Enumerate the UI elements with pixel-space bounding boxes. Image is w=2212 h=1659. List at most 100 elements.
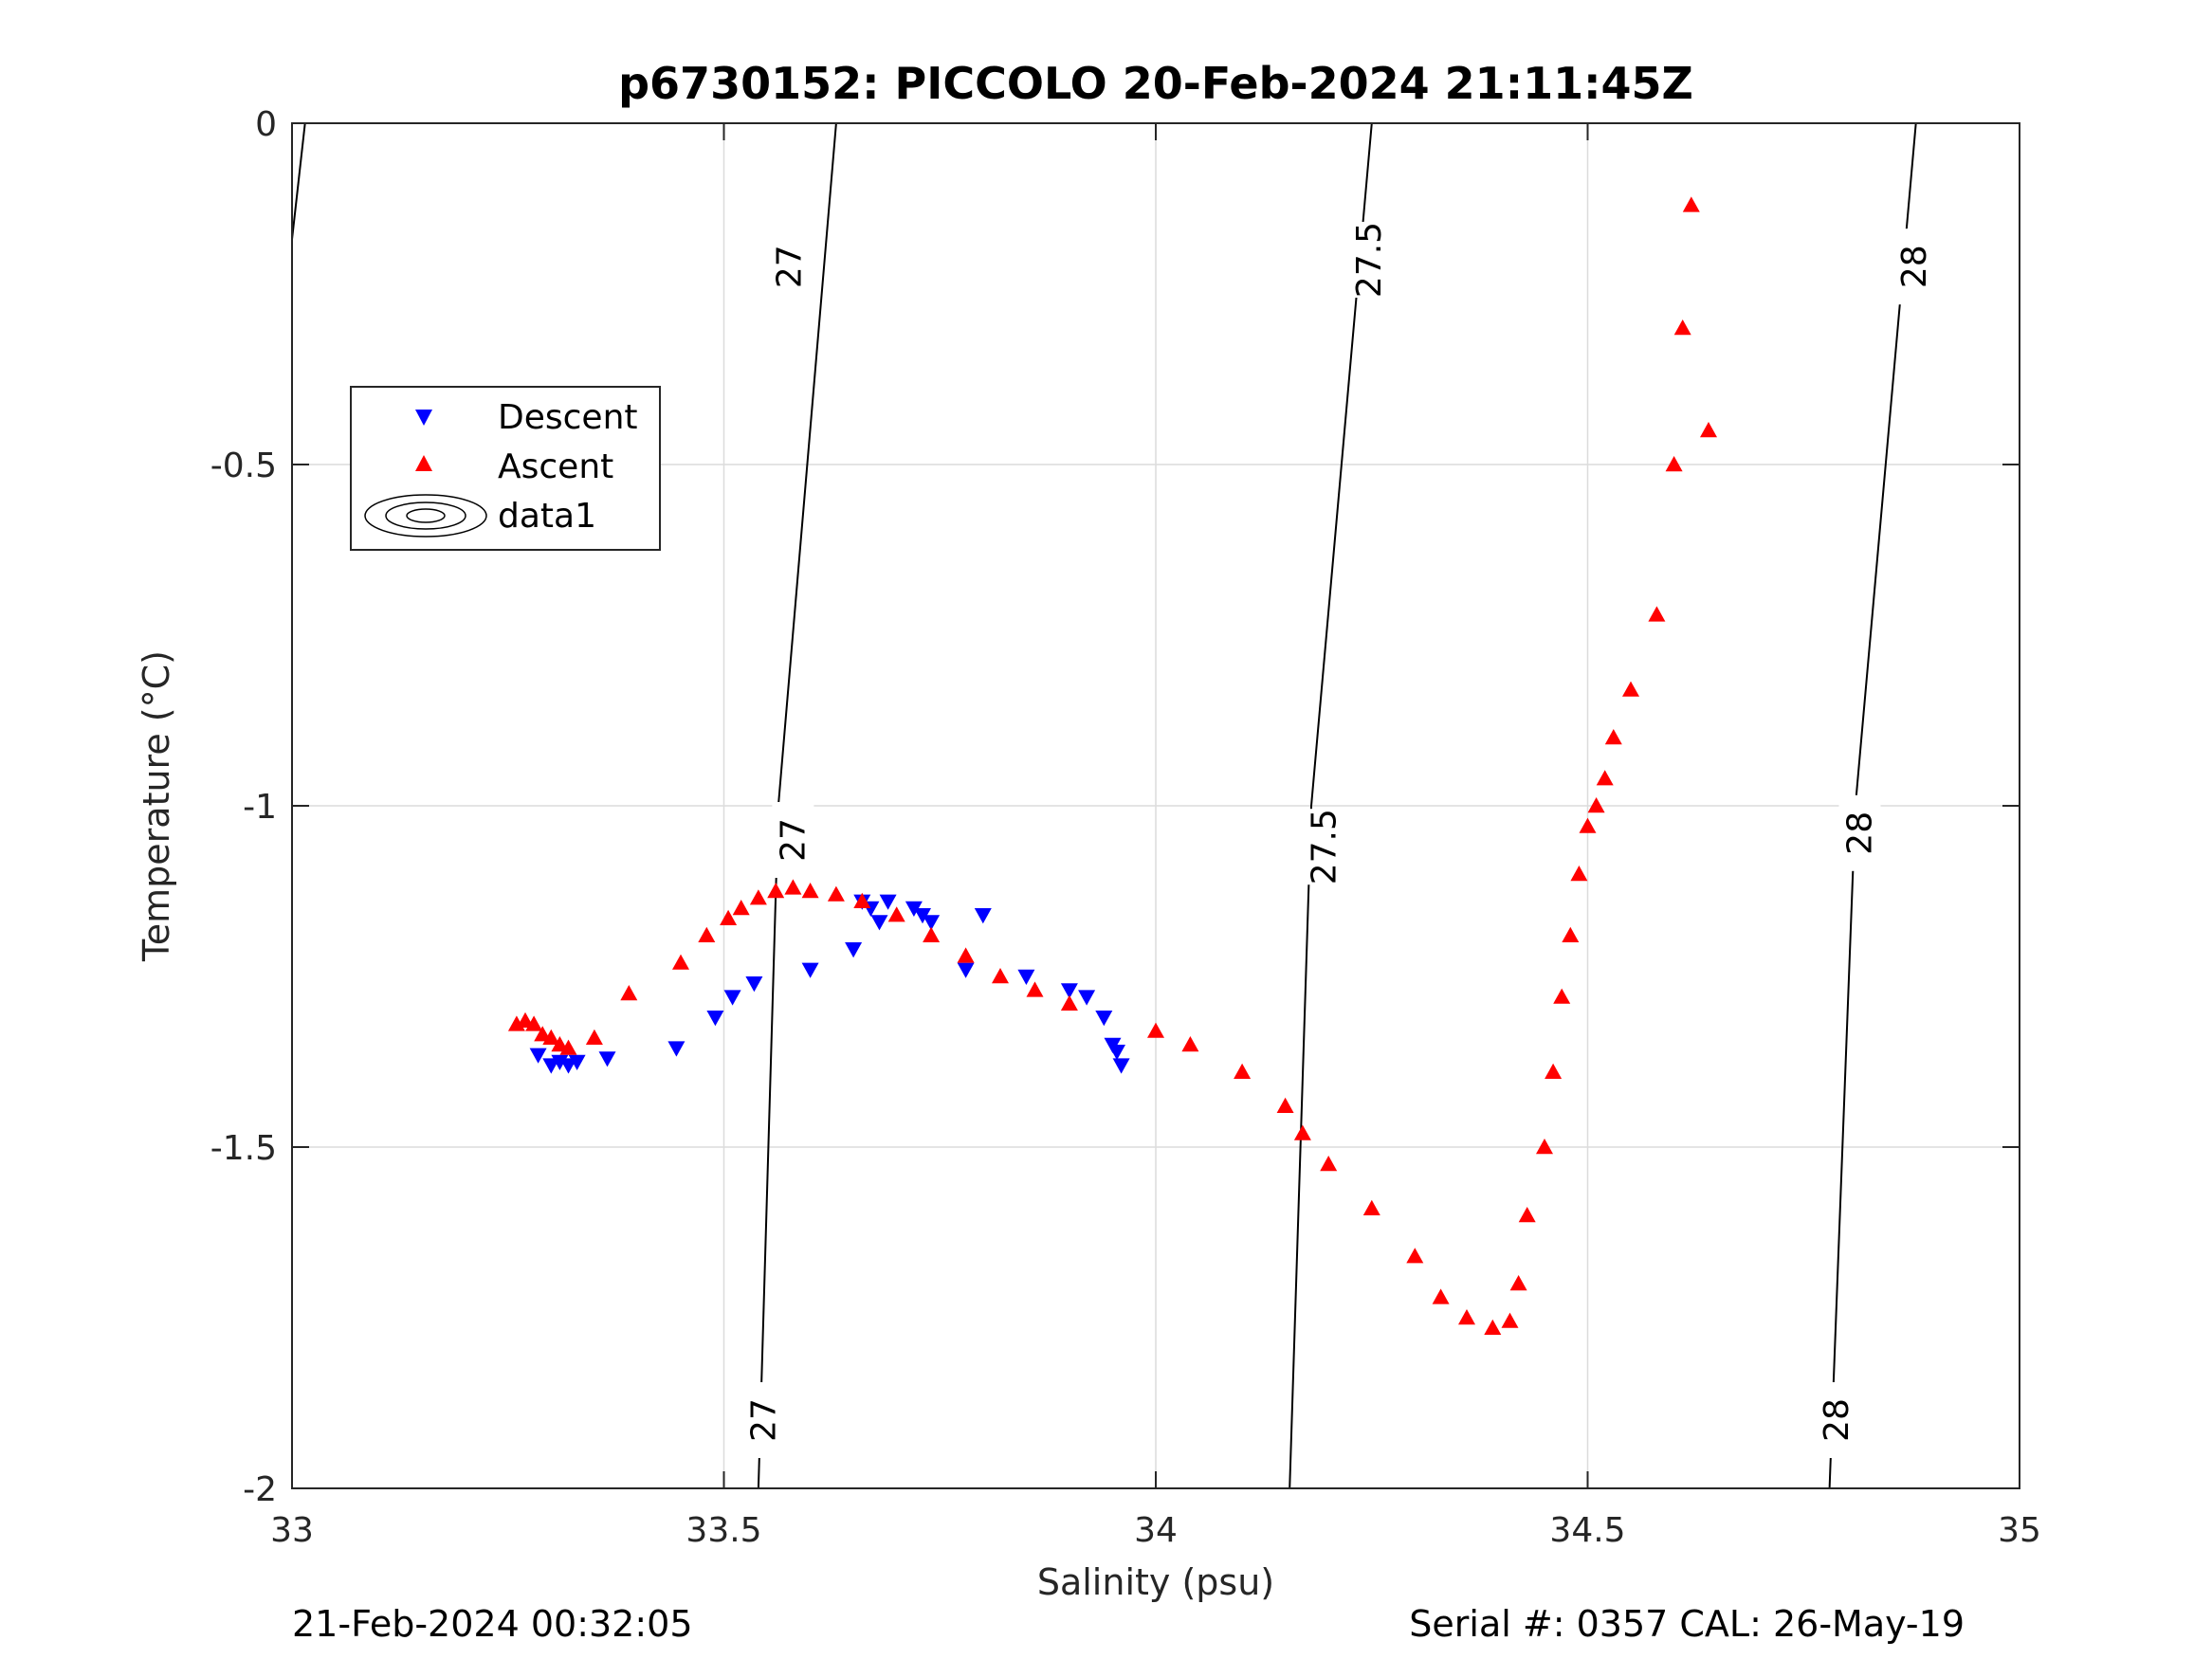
ascent-point	[732, 900, 750, 916]
isopycnal-label: 28	[1841, 811, 1880, 855]
isopycnal-line	[292, 123, 306, 240]
ascent-point	[585, 1029, 603, 1045]
ascent-point	[672, 954, 689, 970]
ascent-point	[1060, 994, 1078, 1011]
ascent-point	[1181, 1036, 1199, 1052]
isopycnal-label: 27.5	[1350, 222, 1389, 298]
isopycnal-label-bg	[742, 1382, 785, 1458]
ascent-series	[507, 196, 1717, 1335]
ascent-point	[1587, 797, 1605, 813]
y-tick-label: -1	[243, 788, 277, 827]
isopycnal-label: 27	[774, 818, 813, 862]
x-tick-label: 34.5	[1549, 1511, 1625, 1550]
ascent-point	[1509, 1275, 1527, 1291]
y-tick-label: -1.5	[210, 1129, 277, 1168]
ascent-point	[1234, 1063, 1252, 1079]
descent-point	[1017, 969, 1035, 985]
ascent-point	[559, 1039, 577, 1055]
ascent-point	[542, 1029, 560, 1045]
x-axis: 33 33.5 34 34.5 35	[270, 123, 2041, 1550]
legend-data1-label: data1	[498, 497, 596, 536]
ascent-point	[1545, 1063, 1563, 1079]
legend-descent-label: Descent	[498, 398, 638, 437]
y-axis: 0 -0.5 -1 -1.5 -2	[210, 105, 2020, 1509]
ascent-point	[1604, 729, 1622, 745]
descent-point	[1112, 1058, 1130, 1074]
descent-point	[801, 962, 819, 978]
descent-point	[706, 1011, 724, 1027]
isopycnal-line	[1289, 123, 1373, 1488]
isopycnal-label: 28	[1895, 245, 1934, 288]
descent-point	[914, 908, 931, 924]
ascent-point	[767, 883, 785, 899]
legend-contour-icon	[364, 494, 487, 538]
isopycnal-label-bg	[768, 228, 811, 305]
ascent-point	[827, 885, 845, 902]
descent-point	[845, 942, 863, 958]
ascent-point	[887, 906, 905, 922]
y-tick-label: -2	[243, 1470, 277, 1509]
descent-point	[667, 1041, 686, 1057]
descent-point	[1060, 983, 1078, 999]
legend: Descent Ascent data1	[350, 386, 661, 551]
ascent-point	[1570, 866, 1588, 882]
ascent-point	[1147, 1022, 1164, 1038]
y-tick-label: -0.5	[210, 447, 277, 485]
descent-point	[529, 1048, 547, 1064]
ascent-point	[1596, 770, 1614, 786]
ascent-point	[957, 947, 975, 963]
isopycnal-label-bg	[1303, 809, 1345, 885]
ascent-point	[923, 926, 941, 942]
y-axis-label: Temperature (°C)	[136, 650, 177, 962]
ascent-point	[620, 985, 638, 1001]
isopycnal-label-bg	[772, 802, 814, 878]
x-tick-label: 34	[1134, 1511, 1178, 1550]
x-axis-label: Salinity (psu)	[1037, 1561, 1274, 1603]
ascent-point	[801, 883, 819, 899]
ascent-point	[1501, 1312, 1519, 1328]
footer-serial-cal: Serial #: 0357 CAL: 26-May-19	[1409, 1603, 1965, 1645]
ascent-point	[1553, 988, 1571, 1004]
legend-descent-marker	[415, 410, 432, 426]
isopycnal-label: 27	[744, 1398, 783, 1442]
x-tick-label: 33.5	[686, 1511, 761, 1550]
ascent-point	[525, 1015, 543, 1031]
legend-box	[350, 386, 661, 551]
descent-point	[1078, 990, 1096, 1006]
legend-ascent-label: Ascent	[498, 447, 613, 486]
y-tick-label: 0	[255, 105, 277, 144]
descent-point	[974, 908, 992, 924]
ascent-point	[1026, 981, 1044, 997]
ascent-point	[1682, 196, 1700, 212]
descent-point	[879, 894, 897, 910]
ascent-point	[1700, 422, 1717, 438]
x-tick-label: 33	[270, 1511, 314, 1550]
ascent-point	[1484, 1319, 1502, 1335]
descent-point	[905, 901, 923, 917]
ascent-point	[1320, 1156, 1338, 1172]
ascent-point	[1518, 1207, 1536, 1223]
ascent-point	[720, 909, 738, 925]
descent-point	[870, 915, 888, 931]
ascent-point	[1579, 817, 1597, 833]
legend-ascent-marker	[415, 455, 432, 471]
isopycnal-label-bg	[1838, 794, 1881, 871]
chart-title: p6730152: PICCOLO 20-Feb-2024 21:11:45Z	[618, 58, 1693, 109]
isopycnal-labels: 27 27 27 27.5 27.5 28 28 28	[742, 222, 1935, 1458]
descent-point	[923, 915, 941, 931]
ascent-point	[1276, 1097, 1294, 1113]
footer-timestamp: 21-Feb-2024 00:32:05	[292, 1603, 693, 1645]
ascent-point	[1673, 319, 1691, 336]
ascent-point	[1536, 1139, 1553, 1155]
isopycnal-label: 27	[771, 245, 810, 288]
descent-point	[1108, 1045, 1125, 1061]
ascent-point	[1293, 1124, 1311, 1140]
ascent-point	[1622, 681, 1639, 697]
isopycnal-label: 28	[1818, 1398, 1856, 1442]
ascent-point	[749, 889, 767, 905]
isopycnal-label: 27.5	[1306, 809, 1344, 884]
descent-point	[745, 976, 763, 993]
ascent-point	[698, 926, 716, 942]
descent-point	[568, 1054, 586, 1070]
